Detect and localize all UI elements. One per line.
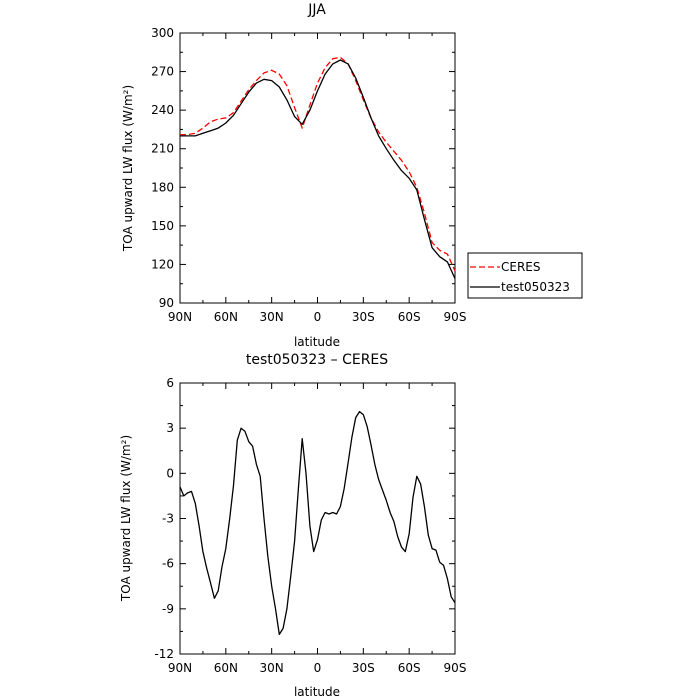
y-tick-label: 300 xyxy=(151,26,174,40)
legend-label-ceres: CERES xyxy=(501,260,541,274)
x-axis-label: latitude xyxy=(294,685,340,699)
x-tick-label: 60N xyxy=(214,310,238,324)
x-axis-label: latitude xyxy=(294,335,340,349)
x-tick-label: 30S xyxy=(352,310,375,324)
x-tick-label: 90N xyxy=(168,310,192,324)
plot-frame xyxy=(179,32,456,304)
y-axis-label: TOA upward LW flux (W/m²) xyxy=(121,85,135,252)
y-tick-label: 3 xyxy=(166,421,174,435)
x-tick-label: 0 xyxy=(314,310,322,324)
y-tick-label: 270 xyxy=(151,65,174,79)
x-tick-label: 60N xyxy=(214,661,238,675)
y-tick-label: 150 xyxy=(151,219,174,233)
series-group xyxy=(180,56,456,279)
y-tick-label: 210 xyxy=(151,142,174,156)
chart-difference: test050323 – CERES -12 -9 -6 -3 0 3 6 90N 60N 30N… xyxy=(119,352,466,699)
legend-label-test: test050323 xyxy=(501,280,570,294)
x-tick-label: 60S xyxy=(398,310,421,324)
x-tick-label: 90S xyxy=(444,661,467,675)
plot-frame xyxy=(179,382,456,655)
legend-box xyxy=(467,252,583,299)
chart-title: JJA xyxy=(307,2,326,18)
y-tick-label: 0 xyxy=(166,466,174,480)
y-tick-label: 6 xyxy=(166,376,174,390)
series-line-test050323 xyxy=(180,59,456,279)
x-tick-label: 90S xyxy=(444,310,467,324)
series-line-difference xyxy=(179,410,456,636)
y-axis-label: TOA upward LW flux (W/m²) xyxy=(119,435,133,602)
x-tick-label: 30N xyxy=(260,661,284,675)
series-group xyxy=(179,410,456,636)
y-tick-label: -6 xyxy=(162,557,174,571)
y-tick-label: 120 xyxy=(151,257,174,271)
chart-jja: JJA 90 120 150 180 210 240 270 300 90N 60N 30N 0 30S… xyxy=(121,2,583,349)
y-tick-label: 180 xyxy=(151,180,174,194)
legend: CERES test050323 xyxy=(467,252,583,299)
x-tick-label: 60S xyxy=(398,661,421,675)
x-tick-label: 30N xyxy=(260,310,284,324)
axis-ticks: 90 120 150 180 210 240 270 300 90N 60N 30N 0 30S 60S 9… xyxy=(151,26,466,324)
y-tick-label: -3 xyxy=(162,512,174,526)
y-tick-label: 240 xyxy=(151,103,174,117)
x-tick-label: 30S xyxy=(352,661,375,675)
axis-ticks: -12 -9 -6 -3 0 3 6 90N 60N 30N 0 30S 60S 90S xyxy=(154,376,466,675)
y-tick-label: -12 xyxy=(154,647,174,661)
x-tick-label: 90N xyxy=(168,661,192,675)
chart-title: test050323 – CERES xyxy=(246,352,388,368)
y-tick-label: -9 xyxy=(162,602,174,616)
series-line-ceres xyxy=(180,56,456,272)
y-tick-label: 90 xyxy=(159,296,174,310)
x-tick-label: 0 xyxy=(314,661,322,675)
